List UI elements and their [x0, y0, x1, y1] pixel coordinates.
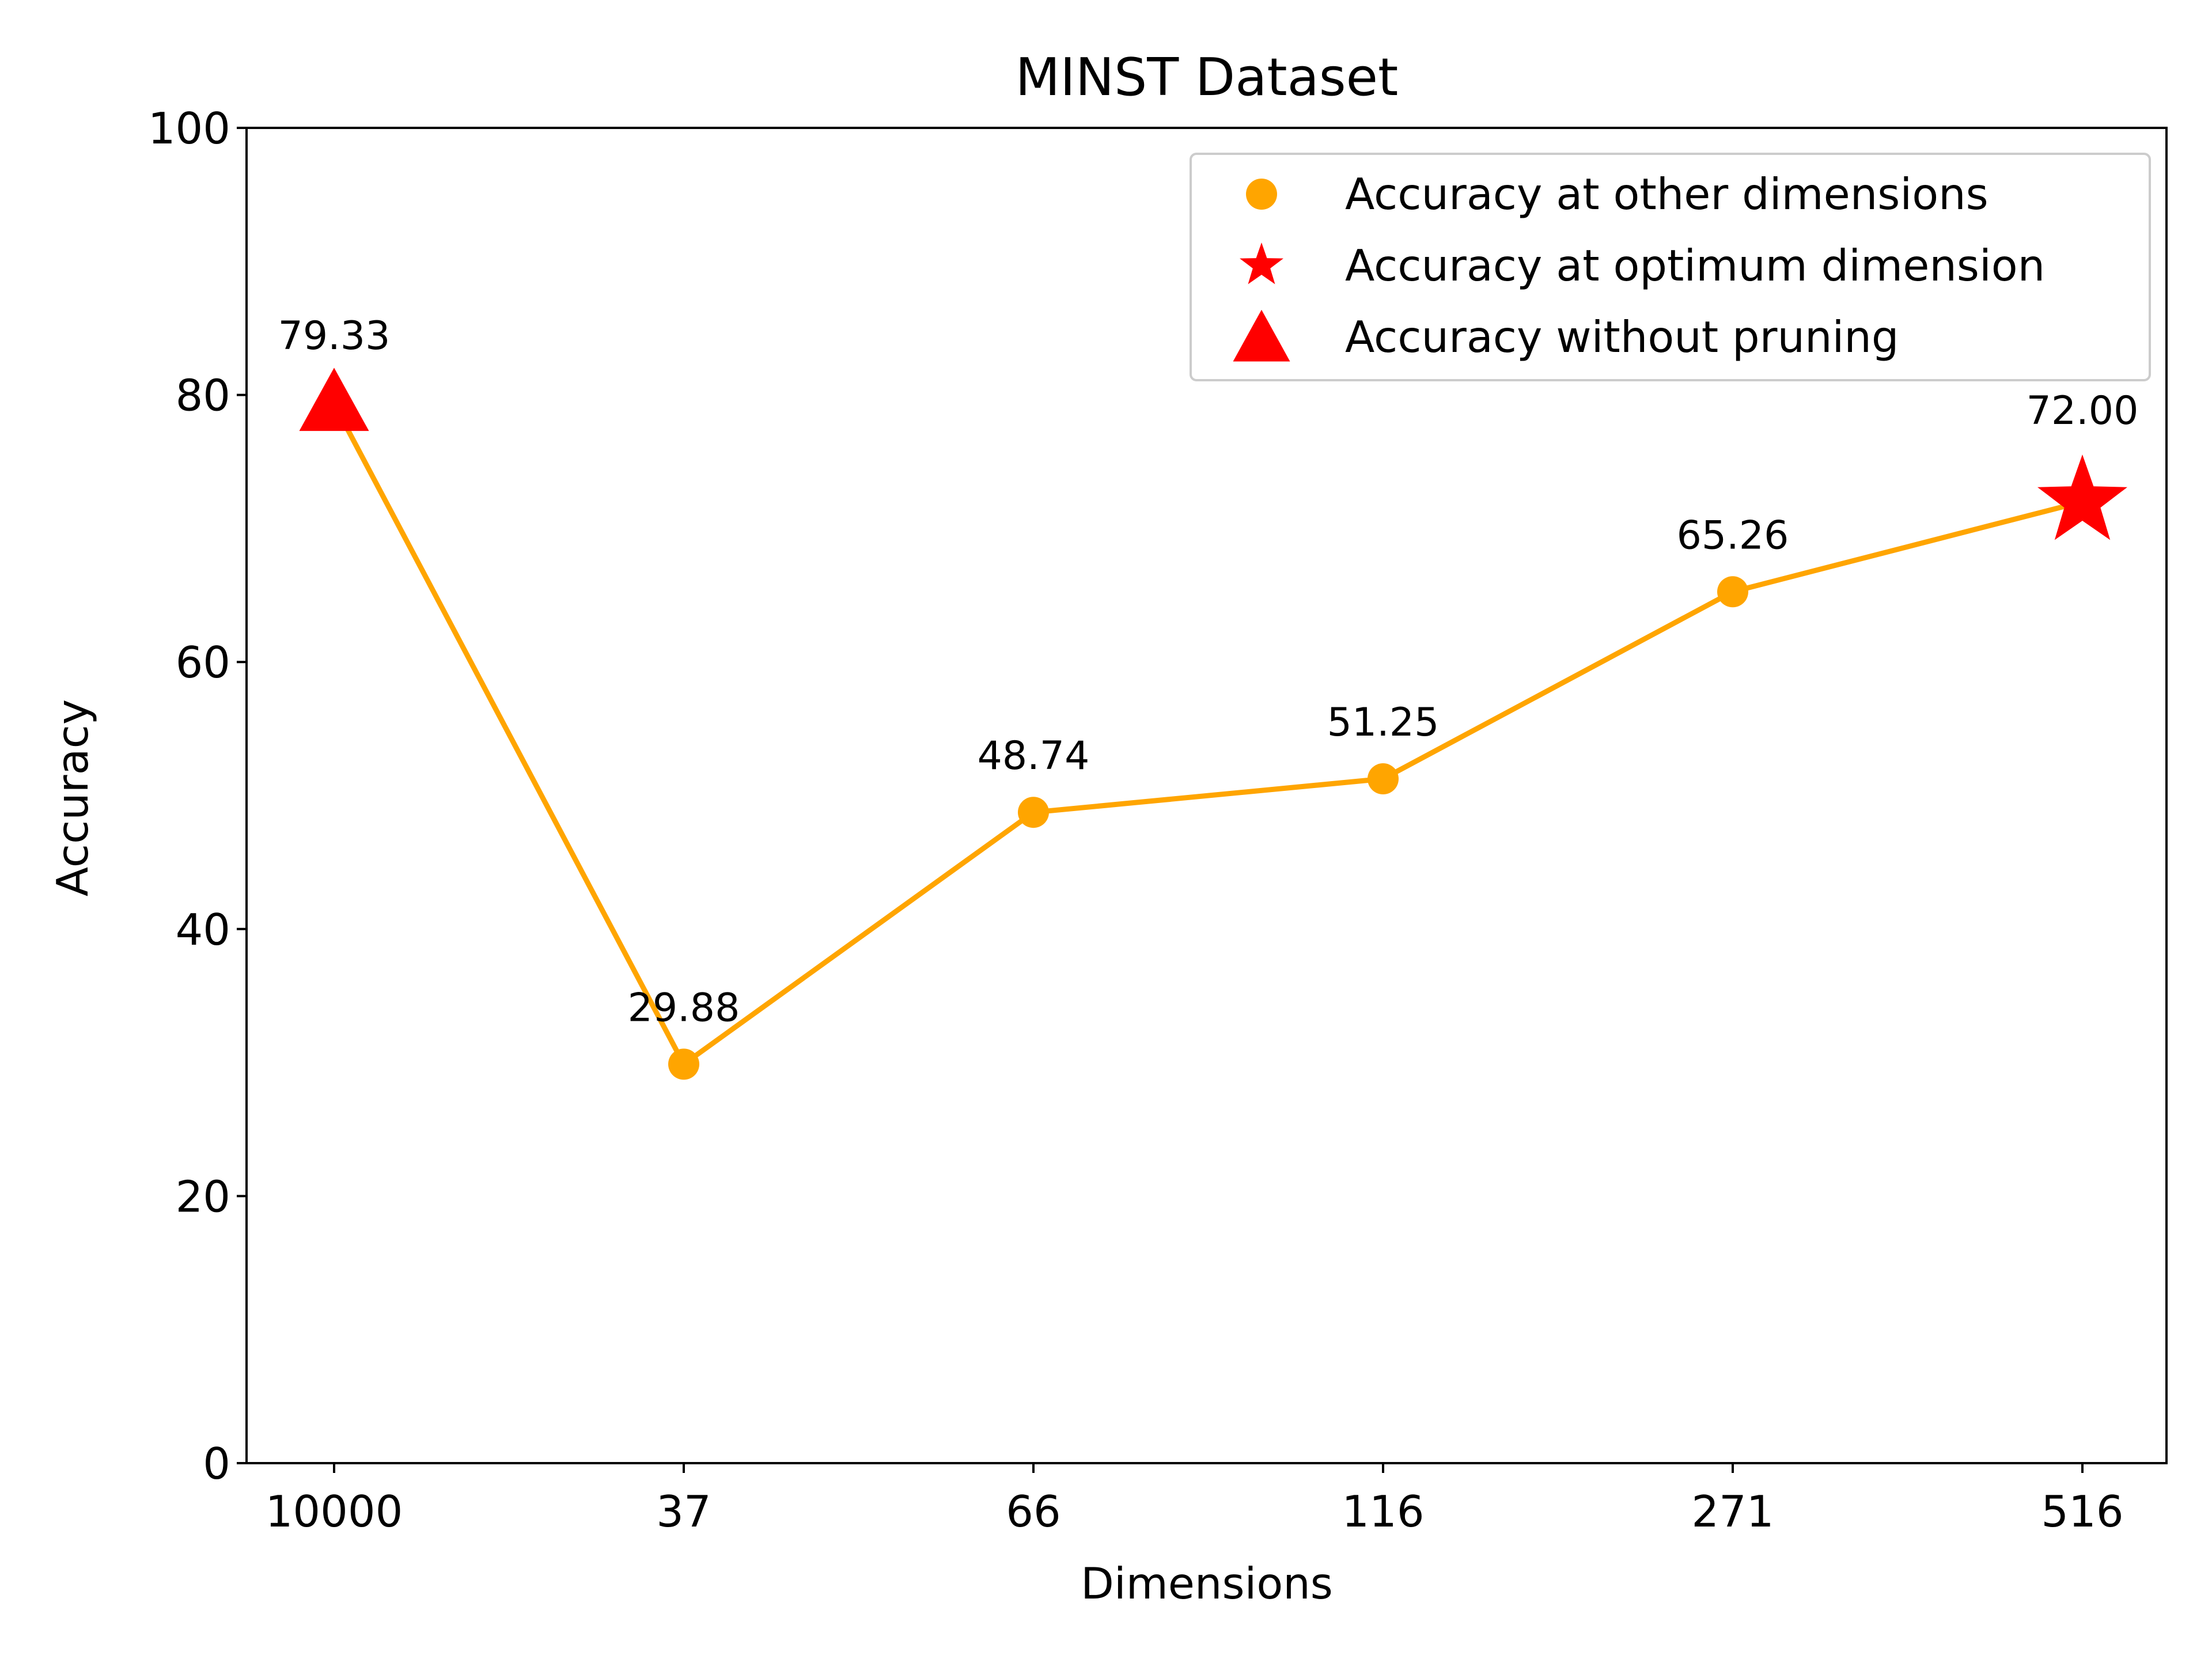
data-label: 51.25 — [1327, 700, 1440, 745]
y-tick-label: 60 — [176, 637, 230, 688]
legend-label: Accuracy without pruning — [1345, 312, 1899, 362]
legend: Accuracy at other dimensions Accuracy at … — [1190, 153, 2151, 381]
y-tick-label: 40 — [176, 904, 230, 955]
plot-frame — [245, 127, 2168, 1464]
y-tick-label: 20 — [176, 1171, 230, 1222]
legend-label: Accuracy at other dimensions — [1345, 169, 1988, 219]
x-tick-label: 37 — [656, 1486, 711, 1537]
legend-marker-triangle — [1233, 309, 1290, 362]
legend-marker-circle — [1246, 179, 1277, 210]
data-label: 48.74 — [978, 733, 1090, 779]
x-axis: 10000 37 66 116 271 516 — [266, 1463, 2124, 1537]
data-label: 29.88 — [628, 985, 740, 1031]
x-tick-label: 66 — [1006, 1486, 1060, 1537]
series-accuracy — [299, 368, 2127, 1080]
data-point-star — [2037, 454, 2127, 540]
y-axis: 0 20 40 60 80 100 — [148, 103, 247, 1489]
legend-label: Accuracy at optimum dimension — [1345, 240, 2045, 291]
series-line — [332, 403, 2084, 1067]
x-tick-label: 271 — [1691, 1486, 1774, 1537]
x-tick-label: 10000 — [266, 1486, 403, 1537]
data-labels: 79.33 29.88 48.74 51.25 65.26 72.00 — [278, 313, 2139, 1031]
data-label: 79.33 — [278, 313, 391, 359]
data-point — [668, 1048, 699, 1080]
data-point-triangle — [299, 368, 369, 431]
data-point — [1717, 576, 1748, 608]
y-tick-label: 80 — [176, 370, 230, 421]
data-label: 72.00 — [2027, 388, 2139, 434]
chart-title: MINST Dataset — [1016, 47, 1399, 108]
legend-box — [1190, 153, 2151, 381]
y-axis-label: Accuracy — [47, 699, 98, 896]
y-tick-label: 100 — [148, 103, 230, 154]
x-axis-label: Dimensions — [1081, 1558, 1333, 1609]
x-tick-label: 516 — [2041, 1486, 2123, 1537]
x-tick-label: 116 — [1342, 1486, 1424, 1537]
y-tick-label: 0 — [203, 1438, 230, 1489]
legend-marker-star — [1240, 243, 1283, 285]
data-point — [1368, 763, 1399, 795]
data-point — [1018, 797, 1049, 828]
data-label: 65.26 — [1677, 513, 1789, 558]
